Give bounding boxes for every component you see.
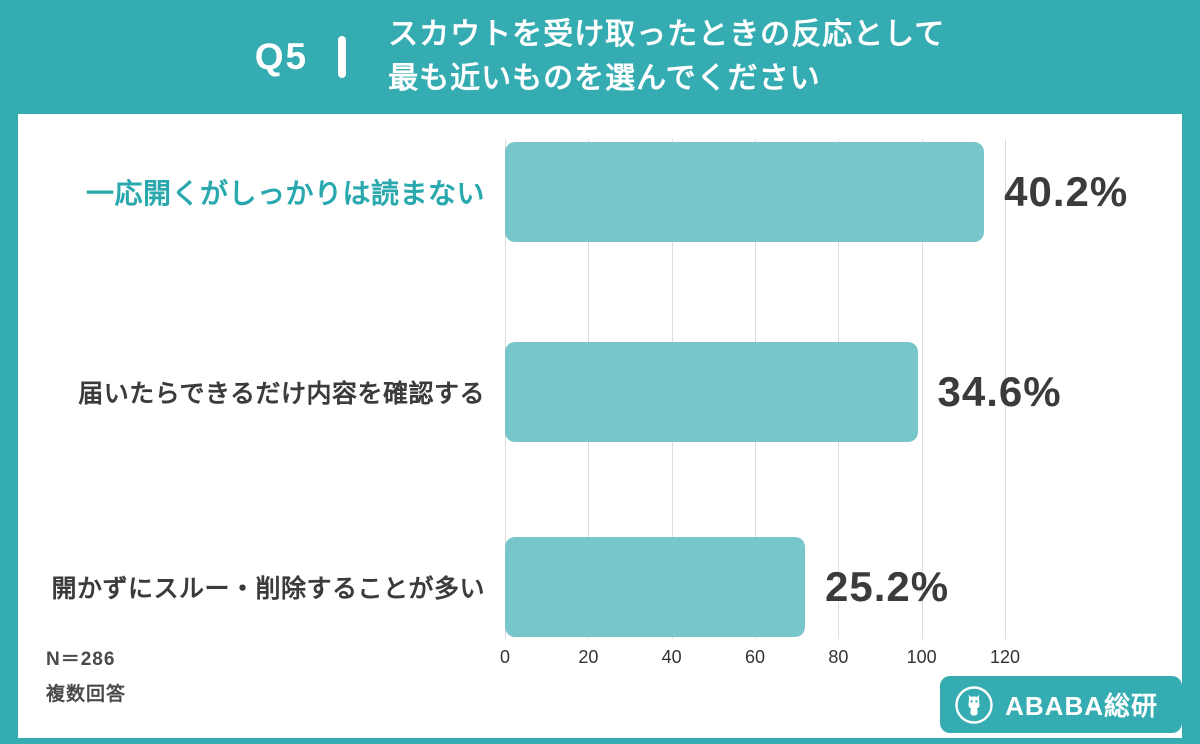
percent-label: 34.6% [937, 368, 1062, 415]
category-label: 届いたらできるだけ内容を確認する [78, 380, 485, 408]
gridline [1005, 139, 1006, 639]
category-label: 開かずにスルー・削除することが多い [51, 575, 485, 603]
brand-name: ABABA総研 [1005, 691, 1158, 721]
header-divider [338, 36, 347, 78]
question-number: Q5 [254, 36, 309, 77]
multiple-answer-note: 複数回答 [46, 684, 127, 705]
x-tick-label: 60 [744, 647, 766, 667]
category-label: 一応開くがしっかりは読まない [85, 178, 485, 209]
percent-label: 40.2% [1004, 168, 1129, 215]
header: Q5 スカウトを受け取ったときの反応として 最も近いものを選んでください [0, 0, 1200, 114]
bar [505, 537, 805, 637]
percent-label: 25.2% [825, 563, 950, 610]
page-title: スカウトを受け取ったときの反応として 最も近いものを選んでください [388, 13, 945, 101]
x-tick-label: 40 [661, 647, 682, 667]
bar [505, 342, 918, 442]
title-line-2: 最も近いものを選んでください [388, 62, 821, 95]
gridline [921, 139, 923, 639]
chart-card: 0 20 40 60 80 100 120 一応開くがしっかりは読まない 40.2% 届いた… [18, 114, 1182, 738]
x-tick-label: 120 [989, 647, 1021, 667]
alpaca-logo-icon [955, 685, 993, 724]
x-tick-label: 20 [578, 647, 599, 667]
title-line-1: スカウトを受け取ったときの反応として [388, 18, 946, 51]
x-tick-label: 100 [906, 647, 937, 667]
brand-badge: ABABA総研 [940, 676, 1182, 733]
bar [505, 142, 985, 242]
x-tick-label: 80 [828, 647, 849, 667]
x-tick-label: 0 [499, 647, 510, 667]
sample-size-note: N＝286 [46, 649, 116, 670]
